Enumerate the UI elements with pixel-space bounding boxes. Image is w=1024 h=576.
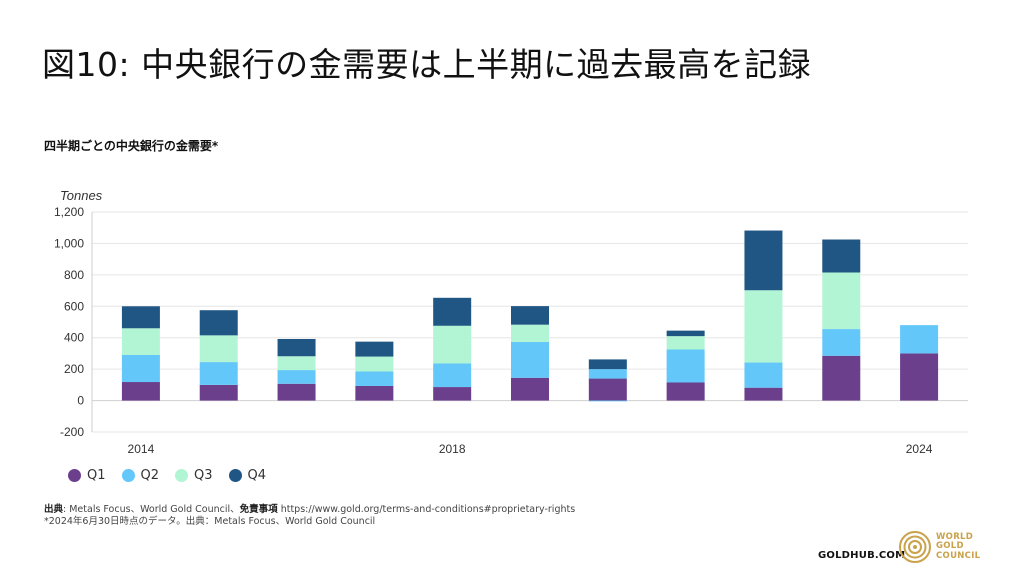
x-tick-label: 2024	[906, 442, 933, 456]
wgc-logo: WORLD GOLD COUNCIL	[898, 530, 980, 564]
bar-q3-2023	[822, 272, 861, 330]
y-axis-label: Tonnes	[60, 188, 103, 203]
bar-q2-2015	[199, 362, 238, 385]
bars	[121, 230, 939, 402]
source-label: 出典	[44, 504, 64, 515]
bar-q2-2024	[900, 325, 939, 354]
legend-item-q4: Q4	[228, 468, 267, 483]
bar-q4-2019	[511, 306, 549, 325]
bar-q3-2019	[511, 324, 549, 342]
wgc-line2: GOLD	[936, 541, 964, 552]
bar-q1-2014	[121, 382, 160, 401]
bar-q1-2017	[355, 385, 394, 401]
goldhub-link[interactable]: GOLDHUB.COM	[818, 550, 906, 561]
bar-q4-2021	[666, 330, 705, 337]
bar-q4-2022	[744, 230, 783, 291]
legend-label-q4: Q4	[247, 468, 267, 483]
bar-q2-2019	[511, 341, 549, 378]
bar-q3-2018	[433, 325, 472, 364]
y-tick-label: 0	[77, 394, 84, 408]
disclaimer-label: 免責事項	[239, 504, 278, 515]
y-tick-label: 1,200	[54, 205, 84, 219]
legend-swatch-q3	[175, 469, 189, 482]
legend-label-q3: Q3	[194, 468, 213, 483]
legend-item-q3: Q3	[175, 468, 213, 483]
bar-q2-2014	[121, 355, 160, 383]
bar-q2-2021	[666, 349, 705, 383]
source-text: : Metals Focus、World Gold Council、	[63, 504, 240, 515]
bar-q2-2020	[588, 369, 627, 379]
bar-q3-2017	[355, 356, 394, 372]
bar-q3-2016	[277, 356, 316, 371]
bar-q1-2016	[277, 383, 316, 401]
bar-q4-2014	[121, 306, 160, 329]
legend-item-q2: Q2	[121, 468, 160, 483]
chart-subtitle: 四半期ごとの中央銀行の金需要*	[44, 139, 219, 153]
bar-q1-2019	[511, 377, 549, 401]
bar-q3-2021	[666, 336, 705, 350]
y-tick-label: -200	[60, 425, 84, 439]
source-note: 出典: Metals Focus、World Gold Council、免責事項…	[44, 504, 575, 528]
x-tick-label: 2014	[128, 442, 155, 456]
disclaimer-link[interactable]: https://www.gold.org/terms-and-condition…	[277, 504, 576, 515]
chart-title: 図10: 中央銀行の金需要は上半期に過去最高を記録	[42, 45, 812, 84]
legend-item-q1: Q1	[68, 468, 106, 483]
bar-q2-2018	[433, 363, 472, 388]
x-tick-label: 2018	[439, 442, 466, 456]
bar-q2-negative-2020	[588, 400, 627, 402]
bar-q4-2016	[277, 338, 316, 357]
bar-q4-2018	[433, 297, 472, 326]
bar-q2-2022	[744, 362, 783, 388]
bar-q1-2022	[744, 387, 783, 401]
bar-q1-2018	[433, 387, 472, 401]
wgc-logo-icon	[899, 531, 931, 563]
bar-q2-2016	[277, 370, 316, 384]
bar-q1-2021	[666, 382, 705, 401]
wgc-line3: COUNCIL	[936, 550, 981, 561]
bar-q4-2015	[199, 310, 238, 336]
bar-q2-2023	[822, 329, 861, 356]
bar-q3-2022	[744, 290, 783, 363]
legend-label-q1: Q1	[87, 468, 106, 483]
legend: Q1 Q2 Q3 Q4	[68, 468, 282, 483]
y-tick-label: 1,000	[54, 236, 84, 250]
y-tick-label: 400	[64, 331, 84, 345]
bar-q2-2017	[355, 371, 394, 386]
grid-lines	[91, 211, 968, 433]
legend-swatch-q4	[228, 469, 242, 482]
legend-label-q2: Q2	[140, 468, 160, 483]
y-tick-label: 800	[64, 268, 84, 282]
y-tick-label: 600	[64, 299, 84, 313]
bar-q3-2014	[121, 328, 160, 355]
bar-q4-2020	[588, 359, 627, 370]
bar-q1-2023	[822, 355, 861, 401]
y-tick-label: 200	[64, 362, 84, 376]
bar-q1-2024	[900, 353, 939, 401]
wgc-line1: WORLD	[936, 531, 974, 542]
y-tick-labels: -200 0 200 400 600 800 1,000 1,200	[54, 205, 84, 439]
legend-swatch-q2	[121, 469, 135, 482]
bar-q3-2015	[199, 335, 238, 363]
legend-swatch-q1	[68, 469, 81, 482]
bar-q1-2020	[588, 378, 627, 401]
data-note: *2024年6月30日時点のデータ。出典：Metals Focus、World …	[44, 516, 376, 527]
bar-q1-2015	[199, 384, 238, 401]
x-tick-labels: 2014 2018 2024	[128, 442, 933, 456]
bar-q4-2023	[822, 239, 861, 273]
bar-q4-2017	[355, 341, 394, 357]
